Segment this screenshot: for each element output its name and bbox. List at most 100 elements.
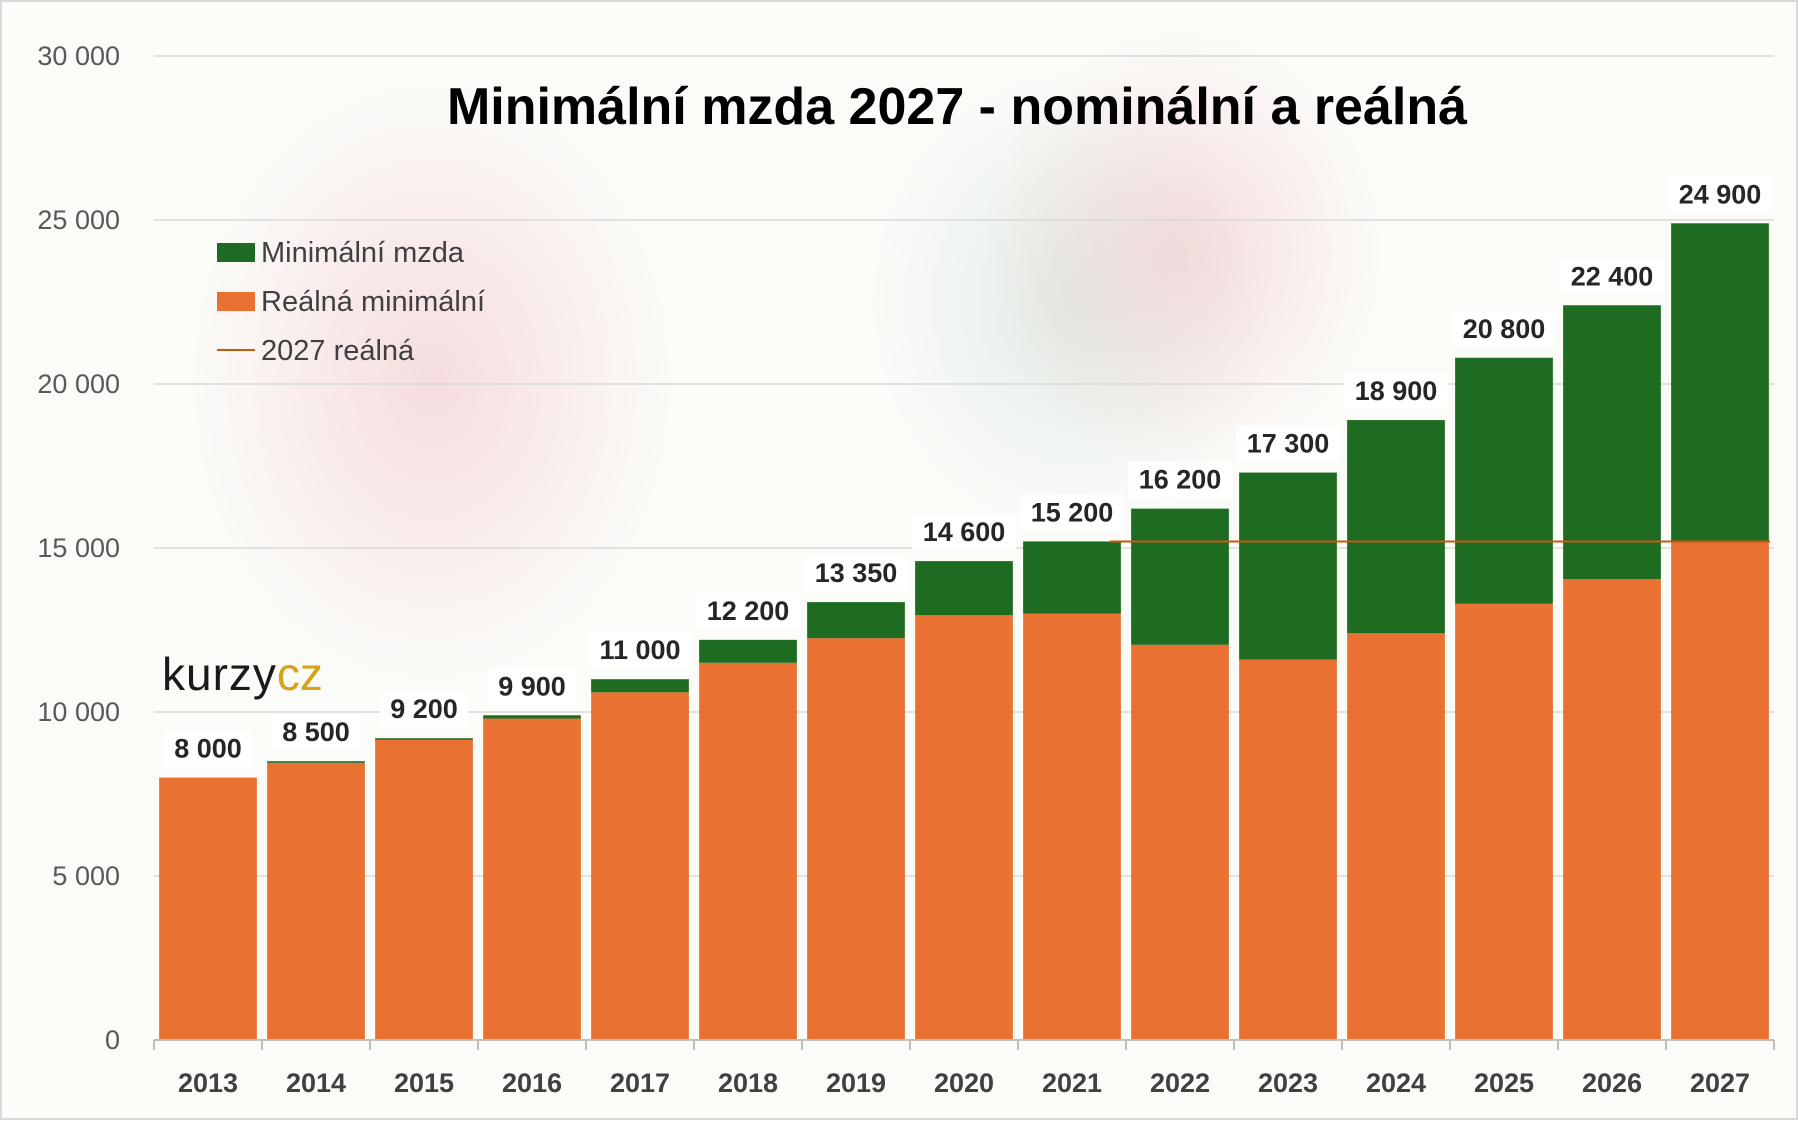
data-label-2016: 9 900 bbox=[498, 671, 566, 701]
x-tick-label-2027: 2027 bbox=[1690, 1068, 1750, 1098]
bar-nominal-2026 bbox=[1563, 305, 1661, 580]
y-tick-label: 0 bbox=[105, 1025, 120, 1055]
data-label-2022: 16 200 bbox=[1139, 465, 1222, 495]
bar-nominal-2017 bbox=[591, 679, 689, 693]
data-label-bg bbox=[912, 514, 1016, 551]
logo-text-accent: cz bbox=[277, 648, 323, 700]
x-tick-label-2023: 2023 bbox=[1258, 1068, 1318, 1098]
bar-nominal-2024 bbox=[1347, 420, 1445, 634]
data-label-bg bbox=[379, 691, 469, 728]
bar-nominal-2016 bbox=[483, 715, 581, 719]
bar-real-2019 bbox=[807, 638, 905, 1040]
x-axis: 2013 2014 2015 2016 2017 2018 2019 2020 2021 2022… bbox=[153, 1039, 1775, 1098]
bar-real-2021 bbox=[1023, 613, 1121, 1040]
logo-text-main: kurzy bbox=[162, 648, 277, 700]
y-tick-label: 15 000 bbox=[37, 533, 120, 563]
bar-real-2024 bbox=[1347, 633, 1445, 1040]
bars bbox=[159, 223, 1769, 1040]
x-tick-label-2016: 2016 bbox=[502, 1068, 562, 1098]
bar-nominal-2022 bbox=[1131, 508, 1229, 645]
data-label-2021: 15 200 bbox=[1031, 497, 1114, 527]
bar-real-2013 bbox=[159, 777, 257, 1040]
data-label-bg bbox=[1128, 461, 1232, 498]
data-label-bg bbox=[804, 555, 908, 592]
bar-real-2027 bbox=[1671, 541, 1769, 1040]
x-tick-label-2020: 2020 bbox=[934, 1068, 994, 1098]
data-label-2014: 8 500 bbox=[282, 717, 350, 747]
bar-nominal-2027 bbox=[1671, 223, 1769, 542]
bar-nominal-2019 bbox=[807, 602, 905, 639]
x-tick-label-2019: 2019 bbox=[826, 1068, 886, 1098]
bar-real-2018 bbox=[699, 662, 797, 1040]
y-tick-label: 25 000 bbox=[37, 205, 120, 235]
data-label-2024: 18 900 bbox=[1355, 376, 1438, 406]
x-tick-label-2015: 2015 bbox=[394, 1068, 454, 1098]
data-label-2025: 20 800 bbox=[1463, 314, 1546, 344]
data-label-2018: 12 200 bbox=[707, 596, 790, 626]
legend-swatch bbox=[217, 292, 255, 311]
bar-real-2015 bbox=[375, 739, 473, 1040]
data-label-2013: 8 000 bbox=[174, 734, 242, 764]
x-tick-label-2017: 2017 bbox=[610, 1068, 670, 1098]
background-photo bbox=[192, 32, 1382, 682]
x-tick-label-2013: 2013 bbox=[178, 1068, 238, 1098]
data-label-2017: 11 000 bbox=[599, 635, 680, 665]
kurzy-logo: kurzycz bbox=[162, 648, 323, 700]
bar-nominal-2014 bbox=[267, 761, 365, 763]
data-label-bg bbox=[696, 592, 800, 629]
legend-label: 2027 reálná bbox=[261, 335, 415, 367]
legend-label: Minimální mzda bbox=[261, 237, 465, 269]
data-label-2019: 13 350 bbox=[815, 558, 898, 588]
x-tick-label-2025: 2025 bbox=[1474, 1068, 1534, 1098]
data-label-bg bbox=[1668, 176, 1772, 213]
data-label-bg bbox=[271, 714, 361, 751]
svg-text:kurzycz: kurzycz bbox=[162, 648, 323, 700]
bar-nominal-2018 bbox=[699, 639, 797, 663]
data-label-2020: 14 600 bbox=[923, 517, 1006, 547]
x-tick-label-2014: 2014 bbox=[286, 1068, 346, 1098]
x-tick-label-2026: 2026 bbox=[1582, 1068, 1642, 1098]
bar-nominal-2020 bbox=[915, 561, 1013, 616]
legend: Minimální mzda Reálná minimální 2027 reáln… bbox=[217, 237, 485, 367]
legend-item: Reálná minimální bbox=[217, 286, 485, 318]
bar-real-2026 bbox=[1563, 579, 1661, 1040]
x-tick-label-2024: 2024 bbox=[1366, 1068, 1426, 1098]
y-axis: 0 5 000 10 000 15 000 20 000 25 000 30 000 bbox=[37, 41, 120, 1055]
data-label-bg bbox=[588, 632, 692, 669]
legend-label: Reálná minimální bbox=[261, 286, 485, 318]
y-tick-label: 30 000 bbox=[37, 41, 120, 71]
data-label-2026: 22 400 bbox=[1571, 261, 1654, 291]
bar-real-2023 bbox=[1239, 659, 1337, 1040]
bar-nominal-2025 bbox=[1455, 357, 1553, 604]
bar-nominal-2015 bbox=[375, 738, 473, 740]
bar-real-2017 bbox=[591, 692, 689, 1040]
chart-title: Minimální mzda 2027 - nominální a reálná bbox=[447, 78, 1468, 136]
x-tick-label-2021: 2021 bbox=[1042, 1068, 1102, 1098]
data-label-bg bbox=[487, 668, 577, 705]
data-label-2027: 24 900 bbox=[1679, 179, 1762, 209]
bar-real-2016 bbox=[483, 718, 581, 1040]
bar-nominal-2023 bbox=[1239, 472, 1337, 660]
data-label-bg bbox=[1236, 425, 1340, 462]
bar-real-2025 bbox=[1455, 603, 1553, 1040]
data-label-bg bbox=[1020, 494, 1124, 531]
data-label-2015: 9 200 bbox=[390, 694, 458, 724]
y-tick-label: 10 000 bbox=[37, 697, 120, 727]
data-label-bg bbox=[163, 730, 253, 767]
data-label-bg bbox=[1560, 258, 1664, 295]
data-label-2023: 17 300 bbox=[1247, 429, 1330, 459]
bar-nominal-2021 bbox=[1023, 541, 1121, 614]
legend-swatch bbox=[217, 243, 255, 262]
legend-item: Minimální mzda bbox=[217, 237, 465, 269]
bar-real-2020 bbox=[915, 615, 1013, 1040]
data-labels: 8 000 8 500 9 200 9 900 11 000 12 200 13 350 14… bbox=[163, 176, 1772, 767]
bar-real-2022 bbox=[1131, 644, 1229, 1040]
y-tick-label: 5 000 bbox=[52, 861, 120, 891]
data-label-bg bbox=[1344, 373, 1448, 410]
data-label-bg bbox=[1452, 310, 1556, 347]
x-tick-label-2018: 2018 bbox=[718, 1068, 778, 1098]
bar-real-2014 bbox=[267, 762, 365, 1040]
x-tick-label-2022: 2022 bbox=[1150, 1068, 1210, 1098]
